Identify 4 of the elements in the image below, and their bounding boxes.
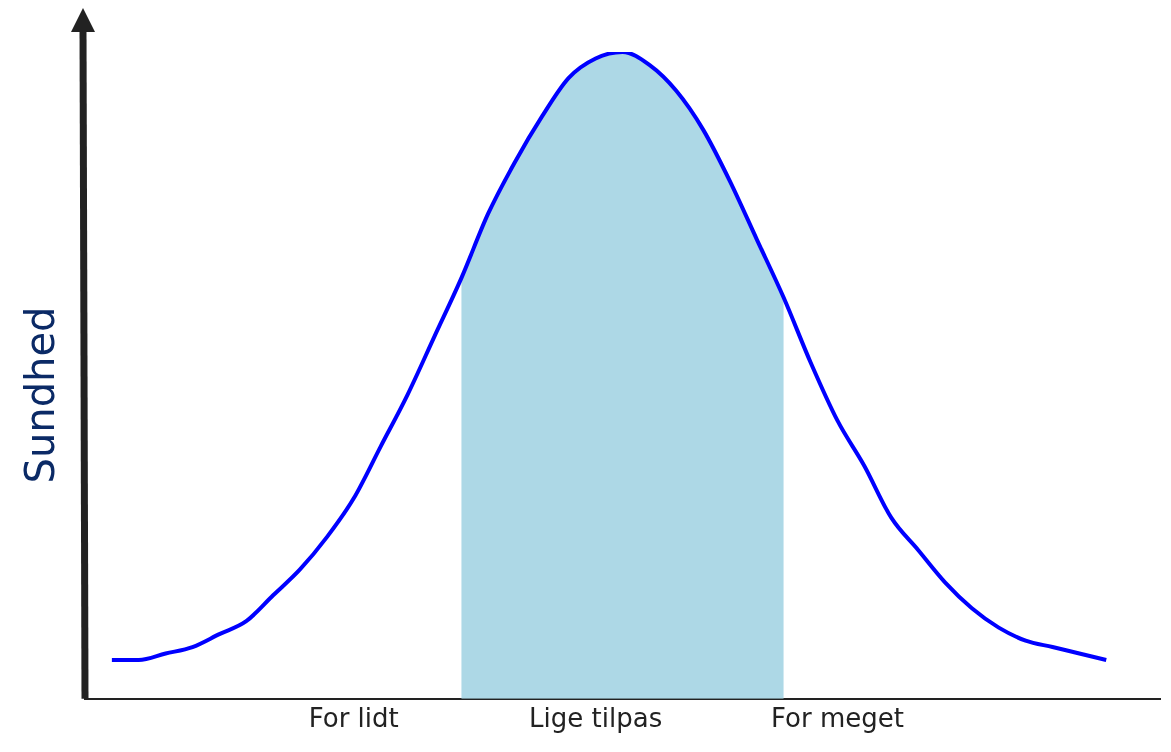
x-tick-label: For lidt bbox=[308, 703, 399, 734]
x-tick-label: Lige tilpas bbox=[529, 703, 663, 734]
x-tick-label: For meget bbox=[771, 703, 904, 734]
y-axis-title: Sundhed bbox=[17, 306, 63, 484]
